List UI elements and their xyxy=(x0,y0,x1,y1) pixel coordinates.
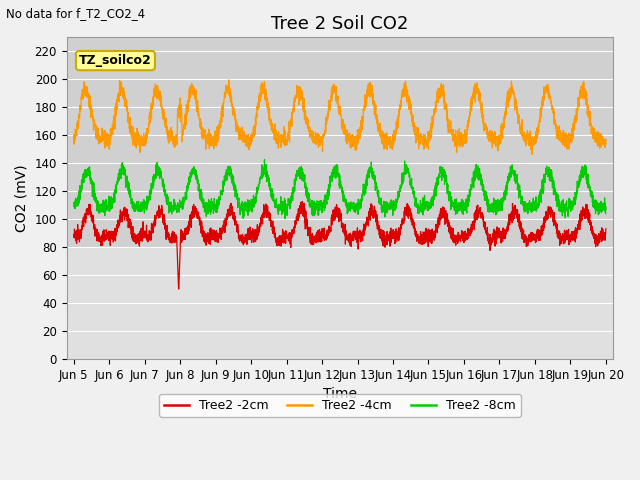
Legend: Tree2 -2cm, Tree2 -4cm, Tree2 -8cm: Tree2 -2cm, Tree2 -4cm, Tree2 -8cm xyxy=(159,394,520,417)
Y-axis label: CO2 (mV): CO2 (mV) xyxy=(15,164,29,232)
Bar xyxy=(67,37,613,247)
Text: No data for f_T2_CO2_4: No data for f_T2_CO2_4 xyxy=(6,7,145,20)
Text: TZ_soilco2: TZ_soilco2 xyxy=(79,54,152,67)
X-axis label: Time: Time xyxy=(323,387,356,401)
Title: Tree 2 Soil CO2: Tree 2 Soil CO2 xyxy=(271,15,408,33)
